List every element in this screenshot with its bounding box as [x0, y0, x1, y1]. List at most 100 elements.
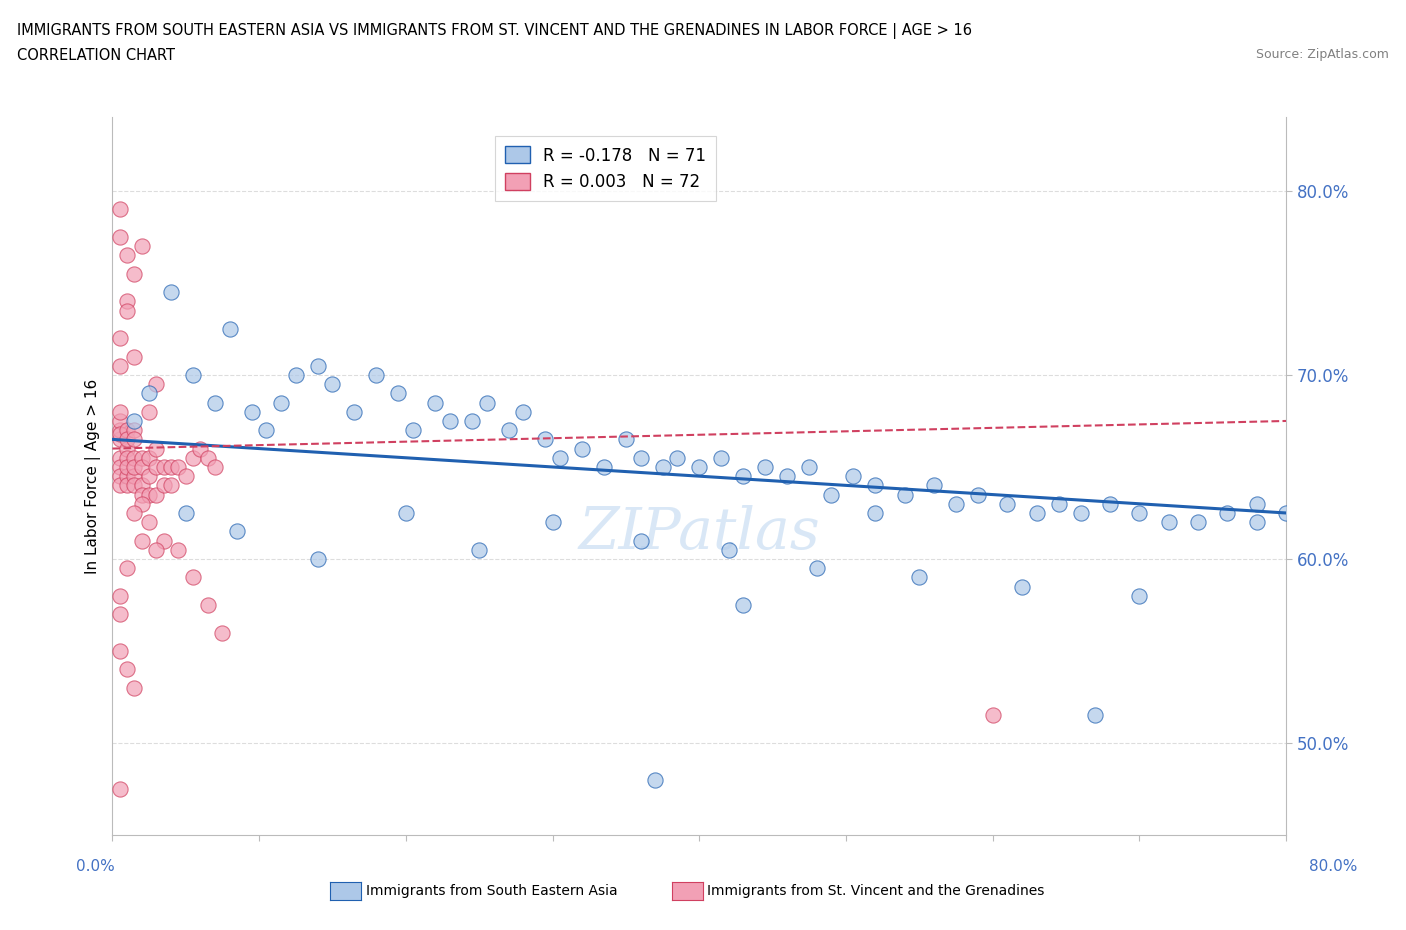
- Point: [115, 248, 138, 263]
- Point: [138, 405, 160, 419]
- Point: [138, 469, 160, 484]
- Point: [512, 405, 534, 419]
- Point: [138, 386, 160, 401]
- Point: [124, 423, 146, 438]
- Point: [190, 441, 212, 456]
- Point: [1216, 506, 1239, 521]
- Point: [197, 450, 219, 465]
- Point: [124, 266, 146, 281]
- Point: [439, 414, 461, 429]
- Point: [152, 459, 174, 474]
- Point: [270, 395, 292, 410]
- Point: [167, 542, 190, 557]
- Point: [174, 506, 197, 521]
- Point: [1157, 514, 1180, 529]
- Point: [108, 358, 131, 373]
- Text: 80.0%: 80.0%: [1309, 859, 1357, 874]
- Point: [160, 459, 183, 474]
- Point: [131, 497, 153, 512]
- Point: [108, 644, 131, 658]
- Text: CORRELATION CHART: CORRELATION CHART: [17, 48, 174, 63]
- Point: [1128, 589, 1150, 604]
- Point: [115, 432, 138, 446]
- Point: [218, 322, 240, 337]
- Point: [115, 662, 138, 677]
- Point: [108, 589, 131, 604]
- Text: Immigrants from South Eastern Asia: Immigrants from South Eastern Asia: [366, 884, 617, 898]
- Point: [145, 377, 167, 392]
- Point: [423, 395, 446, 410]
- Point: [108, 432, 131, 446]
- Point: [145, 542, 167, 557]
- Point: [124, 459, 146, 474]
- Point: [131, 478, 153, 493]
- Point: [115, 441, 138, 456]
- Point: [571, 441, 593, 456]
- Text: ZIPatlas: ZIPatlas: [578, 505, 820, 562]
- Point: [138, 450, 160, 465]
- Point: [995, 497, 1018, 512]
- Point: [115, 303, 138, 318]
- Point: [865, 506, 887, 521]
- Point: [710, 450, 733, 465]
- Point: [498, 423, 520, 438]
- Point: [1084, 708, 1107, 723]
- Point: [145, 487, 167, 502]
- Point: [733, 598, 755, 613]
- Point: [1070, 506, 1092, 521]
- Point: [108, 781, 131, 796]
- Point: [534, 432, 557, 446]
- Point: [226, 524, 249, 538]
- Point: [108, 405, 131, 419]
- Point: [124, 349, 146, 364]
- Point: [1128, 506, 1150, 521]
- Point: [197, 598, 219, 613]
- Point: [115, 478, 138, 493]
- Point: [124, 506, 146, 521]
- Point: [138, 514, 160, 529]
- Point: [820, 487, 842, 502]
- Point: [922, 478, 945, 493]
- Point: [131, 239, 153, 254]
- Point: [108, 423, 131, 438]
- Point: [630, 533, 652, 548]
- Point: [1246, 514, 1268, 529]
- Point: [115, 294, 138, 309]
- Point: [181, 450, 204, 465]
- Point: [592, 459, 614, 474]
- Point: [204, 459, 226, 474]
- Legend: R = -0.178   N = 71, R = 0.003   N = 72: R = -0.178 N = 71, R = 0.003 N = 72: [495, 137, 716, 201]
- Point: [754, 459, 776, 474]
- Point: [152, 478, 174, 493]
- Point: [842, 469, 865, 484]
- Point: [138, 487, 160, 502]
- Point: [284, 367, 307, 382]
- Point: [124, 469, 146, 484]
- Point: [108, 606, 131, 621]
- Y-axis label: In Labor Force | Age > 16: In Labor Force | Age > 16: [86, 379, 101, 574]
- Point: [108, 450, 131, 465]
- Point: [865, 478, 887, 493]
- Point: [115, 459, 138, 474]
- Point: [108, 414, 131, 429]
- Point: [124, 450, 146, 465]
- Point: [174, 469, 197, 484]
- Point: [145, 441, 167, 456]
- Point: [666, 450, 689, 465]
- Point: [1187, 514, 1209, 529]
- Point: [307, 551, 329, 566]
- Point: [124, 432, 146, 446]
- Point: [1047, 497, 1070, 512]
- Point: [475, 395, 498, 410]
- Point: [395, 506, 418, 521]
- Point: [108, 230, 131, 245]
- Point: [108, 331, 131, 346]
- Point: [124, 478, 146, 493]
- Point: [108, 426, 131, 441]
- Point: [366, 367, 388, 382]
- Point: [343, 405, 366, 419]
- Point: [468, 542, 491, 557]
- Point: [651, 459, 673, 474]
- Point: [776, 469, 799, 484]
- Point: [307, 358, 329, 373]
